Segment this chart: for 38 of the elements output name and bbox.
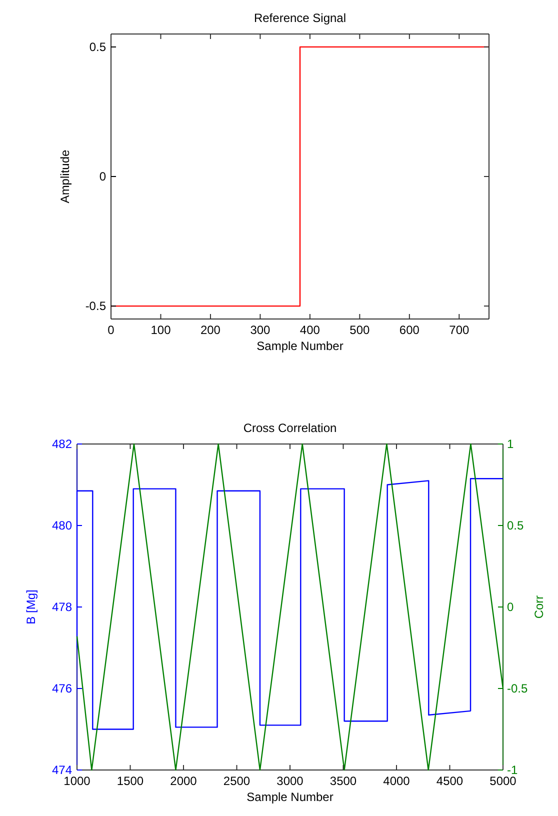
x-tick-label: 400	[300, 323, 320, 337]
x-tick-label: 100	[150, 323, 172, 337]
x-tick-label: 0	[108, 323, 115, 337]
x-tick-label: 600	[399, 323, 420, 337]
x-tick-label: 700	[449, 323, 470, 337]
x-axis-title: Sample Number	[256, 339, 344, 353]
x-tick-label: 300	[250, 323, 271, 337]
x-tick-label: 2000	[170, 774, 198, 788]
x-tick-label: 200	[200, 323, 221, 337]
y2-axis-title: Corr	[532, 595, 546, 619]
y-tick-label: 0	[99, 170, 106, 184]
y-tick-label: 476	[52, 682, 72, 696]
y-axis-title: Amplitude	[58, 150, 72, 204]
y-tick-label: -0.5	[85, 299, 106, 314]
y-tick-label: 480	[52, 518, 72, 532]
x-tick-label: 4000	[383, 774, 410, 788]
x-tick-label: 5000	[490, 774, 517, 788]
y2-tick-label: 1	[507, 437, 514, 451]
y-axis-title: B [Mg]	[24, 590, 38, 624]
x-tick-label: 4500	[436, 774, 464, 788]
line-series	[76, 478, 504, 730]
y2-tick-label: -1	[507, 763, 518, 777]
y2-tick-label: 0.5	[507, 518, 524, 532]
y-tick-label: 474	[52, 763, 72, 777]
x-tick-label: 1000	[64, 774, 91, 788]
x-tick-label: 3000	[276, 774, 304, 788]
x-axis-title: Sample Number	[246, 790, 334, 804]
chart-title: Cross Correlation	[243, 421, 337, 435]
x-tick-label: 1500	[116, 774, 144, 788]
y2-tick-label: -0.5	[507, 682, 528, 696]
y-tick-label: 482	[52, 437, 72, 451]
y2-tick-label: 0	[507, 600, 514, 614]
y-tick-label: 0.5	[89, 40, 106, 54]
x-tick-label: 2500	[223, 774, 250, 788]
y-tick-label: 478	[52, 600, 72, 614]
x-tick-label: 3500	[330, 774, 357, 788]
x-tick-label: 500	[350, 323, 370, 337]
chart-title: Reference Signal	[254, 11, 346, 25]
